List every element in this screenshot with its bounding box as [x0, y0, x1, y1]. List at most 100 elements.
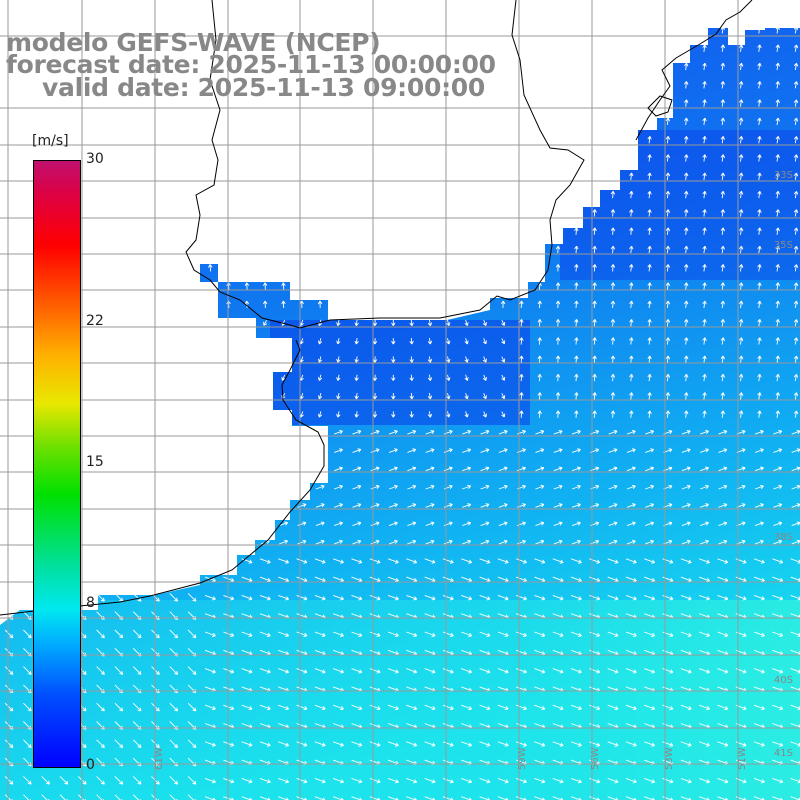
wind-arrow	[684, 245, 689, 254]
wind-arrow	[299, 117, 304, 126]
wind-arrow	[351, 558, 363, 564]
wind-arrow	[629, 81, 634, 89]
wind-arrow	[647, 172, 652, 180]
wind-arrow	[204, 704, 216, 711]
wind-arrow	[354, 190, 359, 199]
wind-arrow	[462, 521, 472, 527]
wind-arrow	[702, 264, 707, 272]
wind-arrow	[169, 448, 179, 453]
wind-arrow	[534, 741, 546, 747]
wind-arrow	[720, 300, 726, 309]
wind-arrow	[738, 44, 744, 52]
wind-arrow	[462, 503, 472, 508]
wind-arrow	[464, 154, 469, 162]
wind-arrow	[244, 300, 250, 309]
wind-arrow	[647, 136, 652, 144]
wind-arrow	[189, 227, 195, 235]
wind-arrow	[555, 264, 561, 272]
wind-arrow	[354, 227, 359, 235]
wind-arrow	[461, 576, 473, 583]
wind-arrow	[352, 539, 362, 545]
wind-arrow	[793, 99, 799, 107]
wind-arrow	[552, 558, 564, 564]
wind-arrow	[406, 631, 418, 637]
wind-arrow	[23, 702, 32, 712]
wind-arrow	[757, 264, 762, 272]
wind-arrow	[334, 503, 343, 508]
wind-arrow	[446, 300, 451, 309]
wind-arrow	[702, 117, 707, 126]
wind-arrow	[409, 356, 414, 363]
wind-arrow	[443, 539, 453, 545]
wind-arrow	[354, 245, 359, 254]
wind-arrow	[793, 117, 799, 125]
wind-arrow	[680, 704, 692, 711]
wind-arrow	[516, 668, 527, 674]
wind-arrow	[59, 776, 69, 785]
wind-arrow	[699, 631, 710, 637]
wind-arrow	[570, 631, 582, 637]
wind-arrow	[427, 300, 433, 308]
wind-arrow	[793, 245, 799, 254]
wind-arrow	[317, 227, 323, 235]
wind-arrow	[592, 81, 597, 89]
wind-arrow	[535, 539, 545, 545]
wind-arrow	[244, 411, 249, 418]
wind-arrow	[537, 227, 542, 235]
wind-arrow	[208, 154, 213, 162]
wind-arrow	[351, 777, 363, 784]
wind-arrow	[519, 264, 524, 272]
wind-arrow	[391, 28, 396, 34]
wind-arrow	[461, 741, 473, 747]
wind-arrow	[204, 558, 216, 564]
wind-arrow	[189, 282, 195, 290]
wind-arrow	[610, 355, 616, 363]
wind-arrow	[625, 576, 637, 583]
wind-arrow	[662, 558, 674, 564]
wind-arrow	[480, 521, 490, 527]
wind-arrow	[170, 320, 177, 326]
wind-arrow	[610, 245, 616, 254]
wind-arrow	[684, 136, 689, 144]
wind-arrow	[224, 521, 234, 527]
wind-arrow	[409, 117, 414, 125]
wind-arrow	[296, 704, 308, 711]
wind-arrow	[647, 319, 652, 327]
wind-arrow	[226, 209, 231, 217]
wind-arrow	[299, 190, 304, 199]
wind-arrow	[314, 594, 326, 601]
wind-arrow	[482, 154, 487, 162]
wind-arrow	[720, 282, 726, 290]
wind-arrow	[479, 576, 491, 583]
wind-arrow	[773, 521, 783, 527]
wind-arrow	[391, 154, 396, 162]
wind-arrow	[608, 521, 618, 527]
wind-arrow	[446, 245, 451, 254]
wind-arrow	[336, 245, 341, 254]
wind-arrow	[442, 741, 454, 747]
wind-arrow	[681, 539, 691, 545]
wind-arrow	[775, 44, 780, 52]
wind-arrow	[372, 264, 378, 272]
wind-arrow	[680, 668, 692, 674]
wind-arrow	[793, 191, 799, 199]
wind-arrow	[644, 558, 656, 564]
wind-arrow	[647, 117, 652, 126]
wind-arrow	[317, 136, 323, 144]
wind-arrow	[519, 245, 524, 254]
wind-arrow	[244, 282, 250, 290]
wind-arrow	[372, 190, 378, 199]
wind-arrow	[665, 410, 671, 418]
wind-arrow	[281, 227, 286, 235]
longitude-label: 51W	[737, 747, 748, 770]
wind-arrow	[171, 300, 176, 309]
wind-arrow	[114, 739, 124, 749]
wind-arrow	[720, 154, 726, 162]
coastline-north	[635, 0, 753, 141]
wind-arrow	[555, 136, 561, 144]
wind-arrow	[607, 777, 619, 784]
wind-arrow	[702, 319, 707, 327]
wind-arrow	[753, 594, 765, 601]
